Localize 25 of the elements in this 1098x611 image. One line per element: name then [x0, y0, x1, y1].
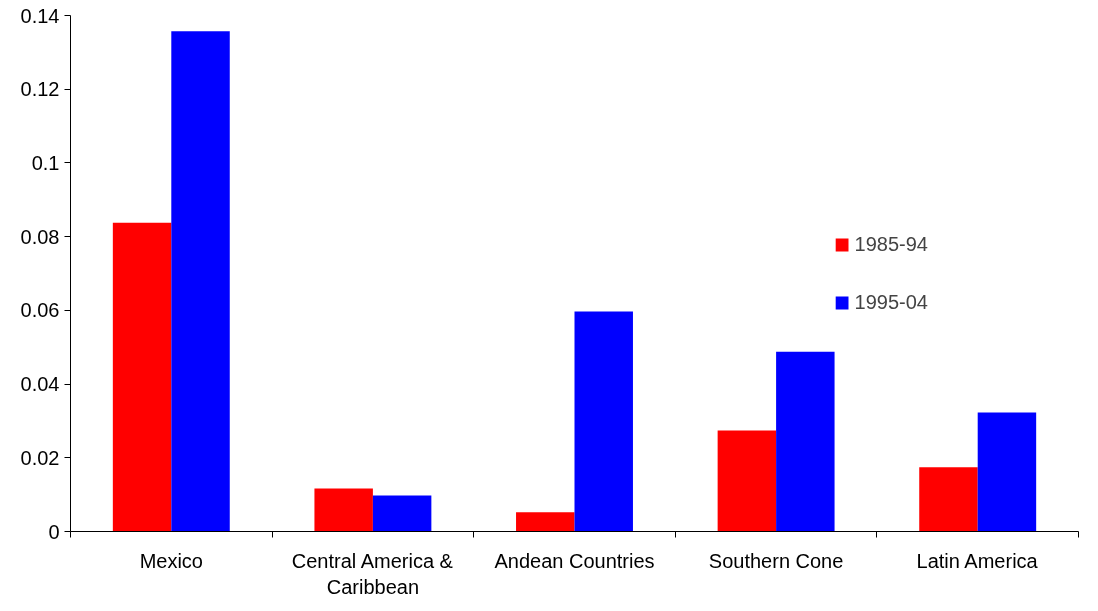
- y-tick-label: 0.1: [31, 151, 60, 174]
- x-tick-label: Latin America: [916, 549, 1039, 572]
- bar: [919, 467, 978, 532]
- bar: [574, 311, 633, 532]
- y-tick-label: 0.04: [20, 373, 60, 396]
- y-tick-label: 0.12: [20, 78, 60, 101]
- bar: [171, 31, 230, 532]
- bar: [314, 488, 373, 532]
- legend-label: 1995-04: [854, 290, 928, 314]
- bar: [717, 430, 777, 532]
- bar: [112, 222, 172, 532]
- y-tick-label: 0.14: [20, 4, 60, 27]
- x-tick-label: Mexico: [139, 549, 203, 572]
- bar: [372, 495, 432, 532]
- bar: [977, 412, 1037, 532]
- x-tick-label: Central America & Caribbean: [291, 549, 454, 598]
- y-tick-label: 0.02: [20, 446, 60, 469]
- legend-label: 1985-94: [854, 232, 928, 256]
- bar: [776, 351, 835, 532]
- y-tick-label: 0.06: [20, 299, 60, 322]
- x-tick-label: Southern Cone: [708, 549, 844, 572]
- y-tick-label: 0: [48, 520, 60, 543]
- x-tick-label: Andean Countries: [494, 549, 655, 572]
- y-tick-label: 0.08: [20, 225, 60, 248]
- bar: [516, 512, 575, 532]
